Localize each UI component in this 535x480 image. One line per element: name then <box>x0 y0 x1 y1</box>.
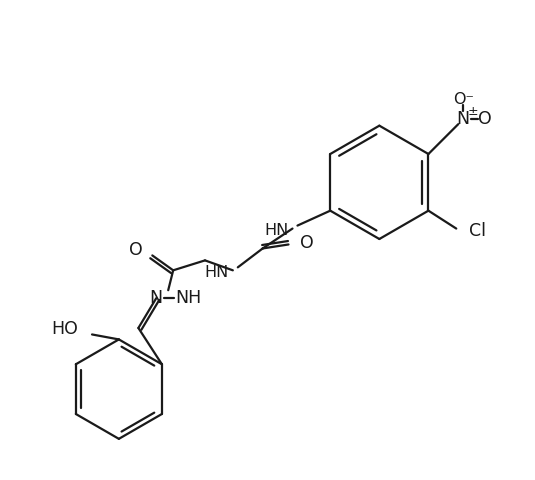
Text: HN: HN <box>264 223 288 238</box>
Text: O: O <box>128 241 142 259</box>
Text: HN: HN <box>204 265 229 280</box>
Text: N: N <box>457 110 470 128</box>
Text: HO: HO <box>51 321 78 338</box>
Text: O: O <box>478 110 492 128</box>
Text: Cl: Cl <box>469 222 486 240</box>
Text: O: O <box>301 234 314 252</box>
Text: N: N <box>150 289 163 307</box>
Text: ±: ± <box>468 105 478 118</box>
Text: NH: NH <box>175 289 201 307</box>
Text: O⁻: O⁻ <box>453 92 473 107</box>
